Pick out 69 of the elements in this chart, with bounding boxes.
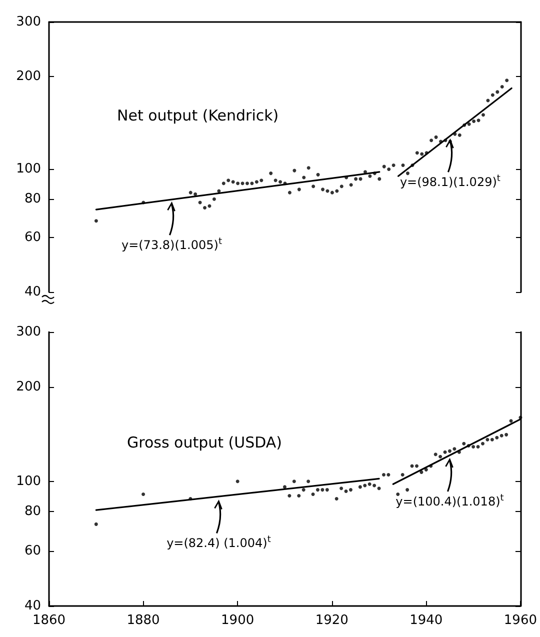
point (443, 450, 447, 454)
point (142, 492, 146, 496)
point (424, 468, 428, 472)
point (452, 447, 456, 451)
point (325, 488, 329, 492)
point (472, 445, 476, 449)
point (396, 492, 400, 496)
point (504, 432, 508, 436)
y-tick-label: 80 (24, 192, 41, 207)
point (292, 480, 296, 484)
point (320, 488, 324, 492)
point (476, 445, 480, 449)
annotation: y=(100.4)(1.018)$^{t}$ (396, 493, 504, 508)
point (358, 485, 362, 489)
y-tick-label: 100 (16, 162, 41, 177)
point (340, 486, 344, 490)
x-tick-label: 1960 (504, 613, 538, 628)
point (414, 464, 418, 468)
point (406, 488, 410, 492)
point (368, 482, 372, 486)
point (377, 486, 381, 490)
annotation: y=(82.4) (1.004)$^{t}$ (166, 535, 272, 550)
x-tick-label: 1920 (315, 613, 348, 628)
x-tick-label: 1940 (410, 613, 443, 628)
text: Net output (Kendrick) (117, 106, 279, 124)
y-tick-label: 80 (24, 504, 41, 520)
point (382, 473, 386, 477)
annotation: y=(98.1)(1.029)$^{t}$ (400, 174, 501, 190)
point (94, 522, 98, 526)
point (438, 454, 442, 458)
point (495, 436, 499, 440)
y-tick-label: 40 (24, 284, 41, 300)
y-tick-label: 200 (16, 380, 41, 395)
annotation: y=(73.8)(1.005)$^{t}$ (121, 237, 222, 252)
point (363, 484, 367, 488)
point (372, 484, 376, 488)
point (282, 485, 286, 489)
y-tick-label: 60 (24, 230, 41, 246)
point (480, 442, 484, 446)
x-tick-label: 1880 (126, 613, 160, 628)
point (486, 438, 490, 442)
y-tick-label: 40 (24, 598, 41, 614)
x-tick-label: 1900 (221, 613, 254, 628)
y-tick-label: 100 (16, 474, 41, 489)
point (311, 492, 315, 496)
y-tick-label: 60 (24, 543, 41, 558)
point (236, 480, 240, 484)
point (344, 490, 348, 494)
point (400, 473, 404, 477)
point (348, 488, 352, 492)
point (297, 494, 301, 498)
y-tick-label: 300 (16, 324, 41, 340)
point (420, 470, 424, 474)
point (288, 494, 292, 498)
point (316, 488, 320, 492)
y-tick-label: 300 (16, 14, 41, 30)
text: Gross output (USDA) (127, 434, 282, 452)
point (500, 434, 504, 438)
y-tick-label: 200 (16, 68, 41, 84)
point (509, 419, 513, 423)
point (462, 442, 466, 446)
point (302, 488, 306, 492)
point (386, 473, 390, 477)
point (334, 497, 338, 501)
point (306, 480, 310, 484)
point (448, 449, 452, 453)
point (490, 438, 494, 442)
point (434, 452, 438, 456)
x-tick-label: 1860 (32, 613, 66, 628)
